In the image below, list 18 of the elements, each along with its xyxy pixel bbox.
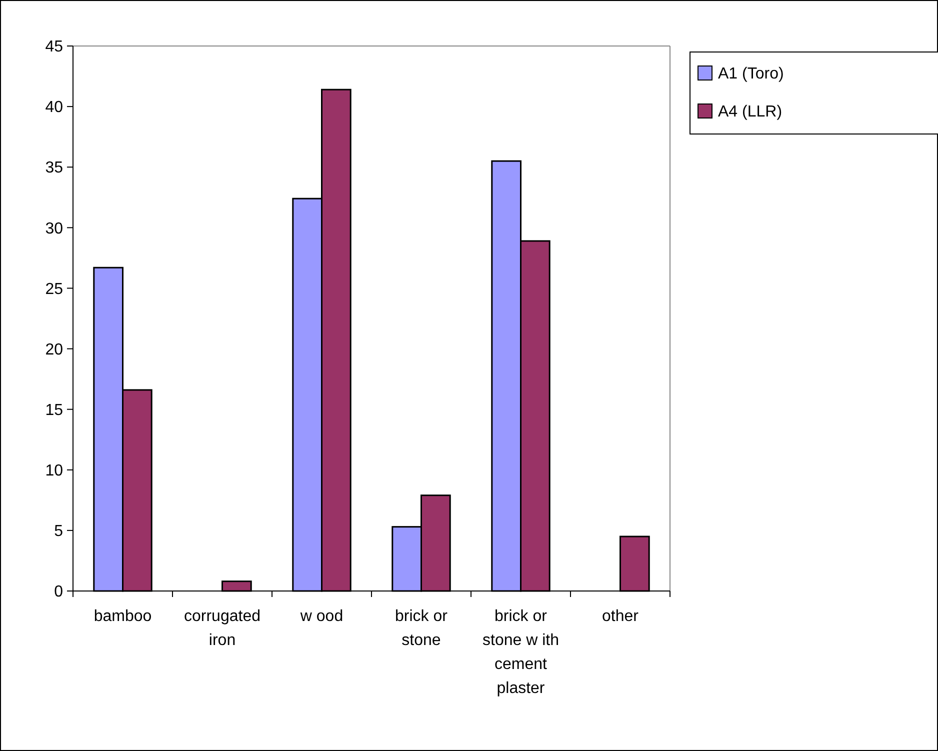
y-tick-label: 25 [45, 280, 64, 298]
y-tick-label: 0 [54, 584, 64, 601]
y-tick-label: 35 [45, 160, 64, 177]
x-tick-label: brick or stone [395, 608, 448, 649]
x-tick-label: w ood [299, 608, 344, 625]
y-tick-label: 45 [45, 38, 64, 56]
y-tick-label: 15 [45, 402, 64, 419]
x-tick-label: bamboo [94, 608, 152, 625]
y-tick-label: 30 [45, 220, 64, 238]
x-tick-label: corrugated iron [184, 608, 260, 649]
y-tick-label: 5 [54, 523, 64, 540]
x-tick-label: other [602, 608, 640, 625]
x-tick-label: brick or stone w ith cement plaster [482, 608, 559, 697]
legend-label: A4 (LLR) [718, 104, 782, 121]
y-tick-label: 20 [45, 341, 64, 358]
y-tick-label: 40 [45, 99, 64, 116]
y-tick-label: 10 [45, 462, 64, 480]
legend-label: A1 (Toro) [718, 66, 784, 83]
